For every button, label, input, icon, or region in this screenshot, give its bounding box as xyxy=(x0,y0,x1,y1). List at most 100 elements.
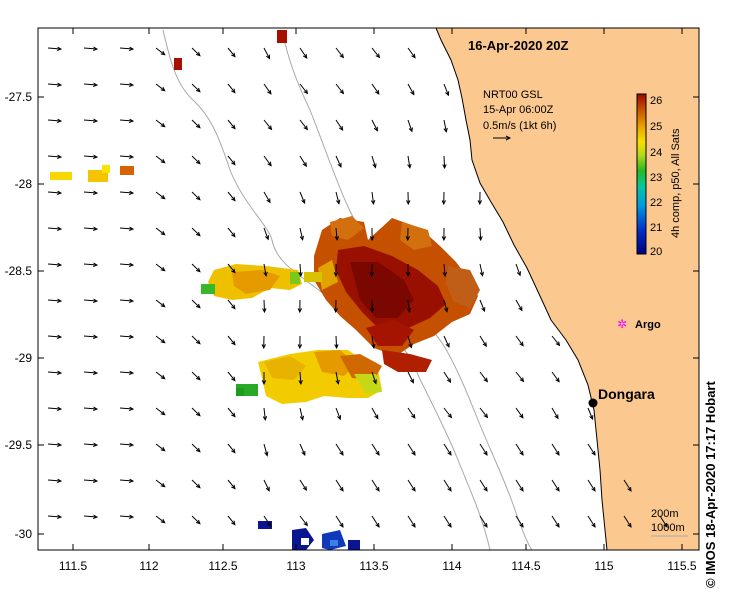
current-vector xyxy=(551,479,560,492)
current-vector xyxy=(119,118,135,123)
current-vector xyxy=(227,299,236,310)
current-vector xyxy=(335,515,344,528)
current-vector xyxy=(297,299,303,314)
current-vector xyxy=(191,47,201,57)
current-vector xyxy=(262,407,268,422)
current-vector xyxy=(623,479,632,492)
current-vector xyxy=(155,299,166,308)
current-vector xyxy=(407,407,416,419)
current-vector xyxy=(479,443,488,456)
current-vector xyxy=(155,371,166,380)
current-vector xyxy=(371,479,380,492)
current-vector xyxy=(227,119,236,130)
current-vector xyxy=(47,46,63,51)
current-vector xyxy=(371,335,376,350)
colorbar-tick: 21 xyxy=(650,222,662,234)
current-vector xyxy=(405,227,410,242)
current-vector xyxy=(371,119,378,132)
current-vector xyxy=(551,371,560,383)
map-date: 16-Apr-2020 20Z xyxy=(468,38,568,53)
current-vector xyxy=(227,191,236,202)
current-vector xyxy=(479,479,488,492)
current-vector xyxy=(299,443,306,457)
current-vector xyxy=(263,83,272,95)
current-vector xyxy=(83,190,99,195)
current-vector xyxy=(263,263,268,277)
current-vector xyxy=(407,335,413,349)
current-vector xyxy=(119,82,135,87)
current-vector xyxy=(299,155,307,168)
current-vector xyxy=(371,371,377,385)
current-vector xyxy=(335,83,345,95)
current-vector xyxy=(227,155,236,166)
current-vector xyxy=(47,478,63,483)
current-vector xyxy=(587,479,596,492)
current-vector xyxy=(227,443,236,454)
current-vector xyxy=(191,407,201,417)
current-vector xyxy=(227,335,236,346)
current-vector xyxy=(515,263,521,277)
current-vector xyxy=(298,371,303,386)
current-vector xyxy=(659,515,668,528)
current-vector xyxy=(405,263,411,278)
current-vector xyxy=(478,227,483,242)
current-vector xyxy=(299,83,309,95)
current-vector xyxy=(443,299,449,313)
credit-label: © IMOS 18-Apr-2020 17:17 Hobart xyxy=(703,381,718,588)
current-vector xyxy=(47,298,63,303)
current-vector xyxy=(83,226,99,231)
current-vector xyxy=(371,407,379,420)
lat-tick-label: -29 xyxy=(15,351,33,365)
current-vector xyxy=(407,83,415,96)
current-vector xyxy=(47,154,63,159)
lon-tick-label: 113.5 xyxy=(359,559,388,573)
current-vector xyxy=(83,262,99,267)
current-vector xyxy=(587,407,594,421)
current-vector xyxy=(551,515,560,528)
current-vector xyxy=(227,479,236,490)
current-vector xyxy=(442,155,447,170)
current-vector xyxy=(47,118,63,123)
current-vector xyxy=(83,370,99,375)
colorbar-tick: 25 xyxy=(650,121,662,133)
current-vector xyxy=(227,371,236,382)
current-vector xyxy=(479,263,484,277)
current-vector xyxy=(335,479,344,492)
current-vector xyxy=(407,443,416,456)
lon-axis: 111.5 112 112.5 113 113.5 114 114.5 115 … xyxy=(59,559,697,573)
lat-tick-label: -29.5 xyxy=(5,438,33,452)
current-vector xyxy=(299,407,305,421)
current-vector xyxy=(441,191,446,206)
current-vector xyxy=(587,515,596,528)
current-vector xyxy=(227,47,236,58)
current-vector xyxy=(119,514,135,519)
current-vector xyxy=(119,334,135,339)
lat-axis: -27.5 -28 -28.5 -29 -29.5 -30 xyxy=(5,90,33,541)
current-vector xyxy=(119,262,135,267)
current-vector xyxy=(406,191,411,206)
current-vector xyxy=(515,371,525,383)
argo-label: Argo xyxy=(635,319,661,331)
isobath-legend-label: 1000m xyxy=(651,522,685,534)
current-vector xyxy=(407,479,416,492)
source-line: 0.5m/s (1kt 6h) xyxy=(483,120,556,132)
current-vector xyxy=(299,47,308,59)
current-vector xyxy=(407,47,416,59)
current-vector xyxy=(155,155,166,164)
current-vector xyxy=(333,299,338,314)
current-vector xyxy=(515,299,523,312)
current-vector xyxy=(443,479,452,492)
current-vector xyxy=(155,227,166,236)
colorbar-tick: 22 xyxy=(650,197,662,209)
current-vector xyxy=(335,407,342,421)
current-vector xyxy=(261,335,266,350)
current-vector xyxy=(477,191,483,206)
current-vector xyxy=(83,478,99,483)
current-vector xyxy=(263,47,271,60)
current-vector xyxy=(83,46,99,51)
current-vector xyxy=(371,515,380,528)
current-vector xyxy=(155,83,166,92)
current-vector xyxy=(299,191,306,205)
current-vector xyxy=(515,515,524,528)
current-vector xyxy=(47,514,63,519)
